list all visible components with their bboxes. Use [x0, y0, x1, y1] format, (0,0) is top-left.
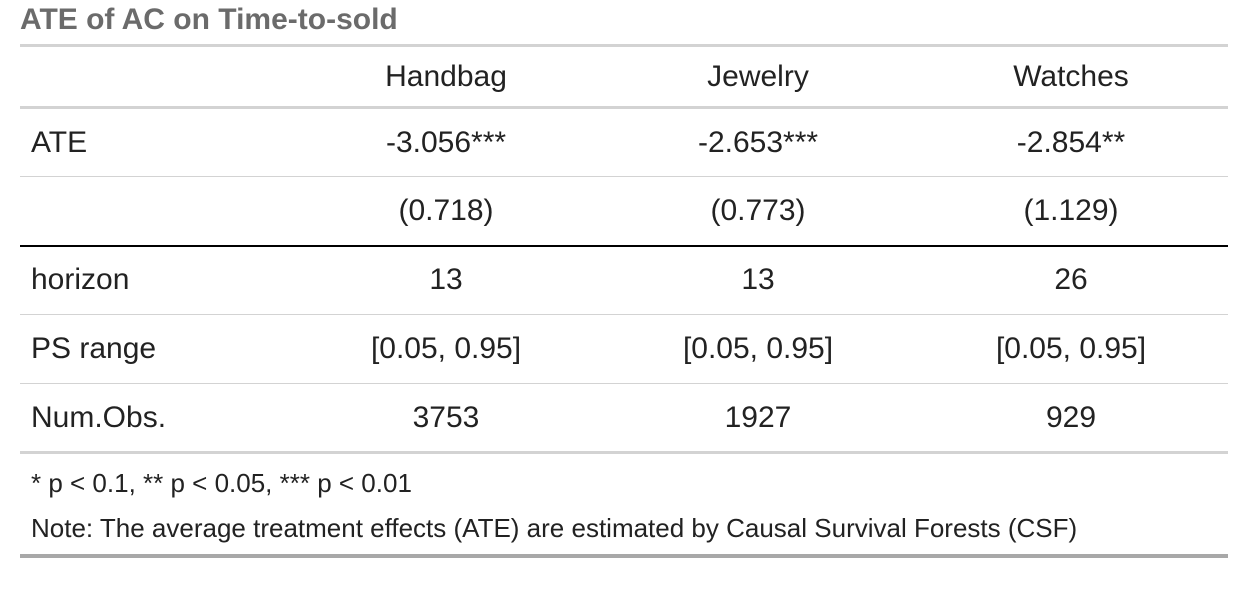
- cell-value: [0.05, 0.95]: [290, 314, 602, 384]
- cell-value: -2.854**: [914, 107, 1228, 177]
- header-row: Handbag Jewelry Watches: [20, 45, 1228, 109]
- cell-value: [0.05, 0.95]: [914, 314, 1228, 384]
- cell-value: (0.718): [290, 176, 602, 247]
- row-label: PS range: [20, 314, 290, 384]
- row-label: Num.Obs.: [20, 383, 290, 454]
- method-note-footnote: Note: The average treatment effects (ATE…: [20, 507, 1228, 558]
- table-row-horizon: horizon 13 13 26: [20, 245, 1228, 315]
- header-stub: [20, 45, 290, 109]
- table-row-se: (0.718) (0.773) (1.129): [20, 176, 1228, 247]
- header-jewelry: Jewelry: [602, 45, 914, 109]
- cell-value: (1.129): [914, 176, 1228, 247]
- cell-value: 13: [290, 245, 602, 315]
- table-row-ps-range: PS range [0.05, 0.95] [0.05, 0.95] [0.05…: [20, 314, 1228, 384]
- cell-value: 929: [914, 383, 1228, 454]
- row-label: horizon: [20, 245, 290, 315]
- cell-value: 3753: [290, 383, 602, 454]
- results-table: Handbag Jewelry Watches ATE -3.056*** -2…: [20, 44, 1228, 558]
- cell-value: 13: [602, 245, 914, 315]
- cell-value: 1927: [602, 383, 914, 454]
- footnote-row-note: Note: The average treatment effects (ATE…: [20, 507, 1228, 558]
- row-label: ATE: [20, 107, 290, 177]
- header-watches: Watches: [914, 45, 1228, 109]
- row-label: [20, 176, 290, 247]
- cell-value: 26: [914, 245, 1228, 315]
- table-row-ate: ATE -3.056*** -2.653*** -2.854**: [20, 107, 1228, 177]
- cell-value: -3.056***: [290, 107, 602, 177]
- significance-footnote: * p < 0.1, ** p < 0.05, *** p < 0.01: [31, 468, 412, 498]
- table-row-num-obs: Num.Obs. 3753 1927 929: [20, 383, 1228, 454]
- regression-table-container: ATE of AC on Time-to-sold Handbag Jewelr…: [20, 0, 1228, 558]
- cell-value: (0.773): [602, 176, 914, 247]
- cell-value: -2.653***: [602, 107, 914, 177]
- header-handbag: Handbag: [290, 45, 602, 109]
- table-caption: ATE of AC on Time-to-sold: [20, 3, 398, 36]
- footnote-row-significance: * p < 0.1, ** p < 0.05, *** p < 0.01: [20, 453, 1228, 508]
- cell-value: [0.05, 0.95]: [602, 314, 914, 384]
